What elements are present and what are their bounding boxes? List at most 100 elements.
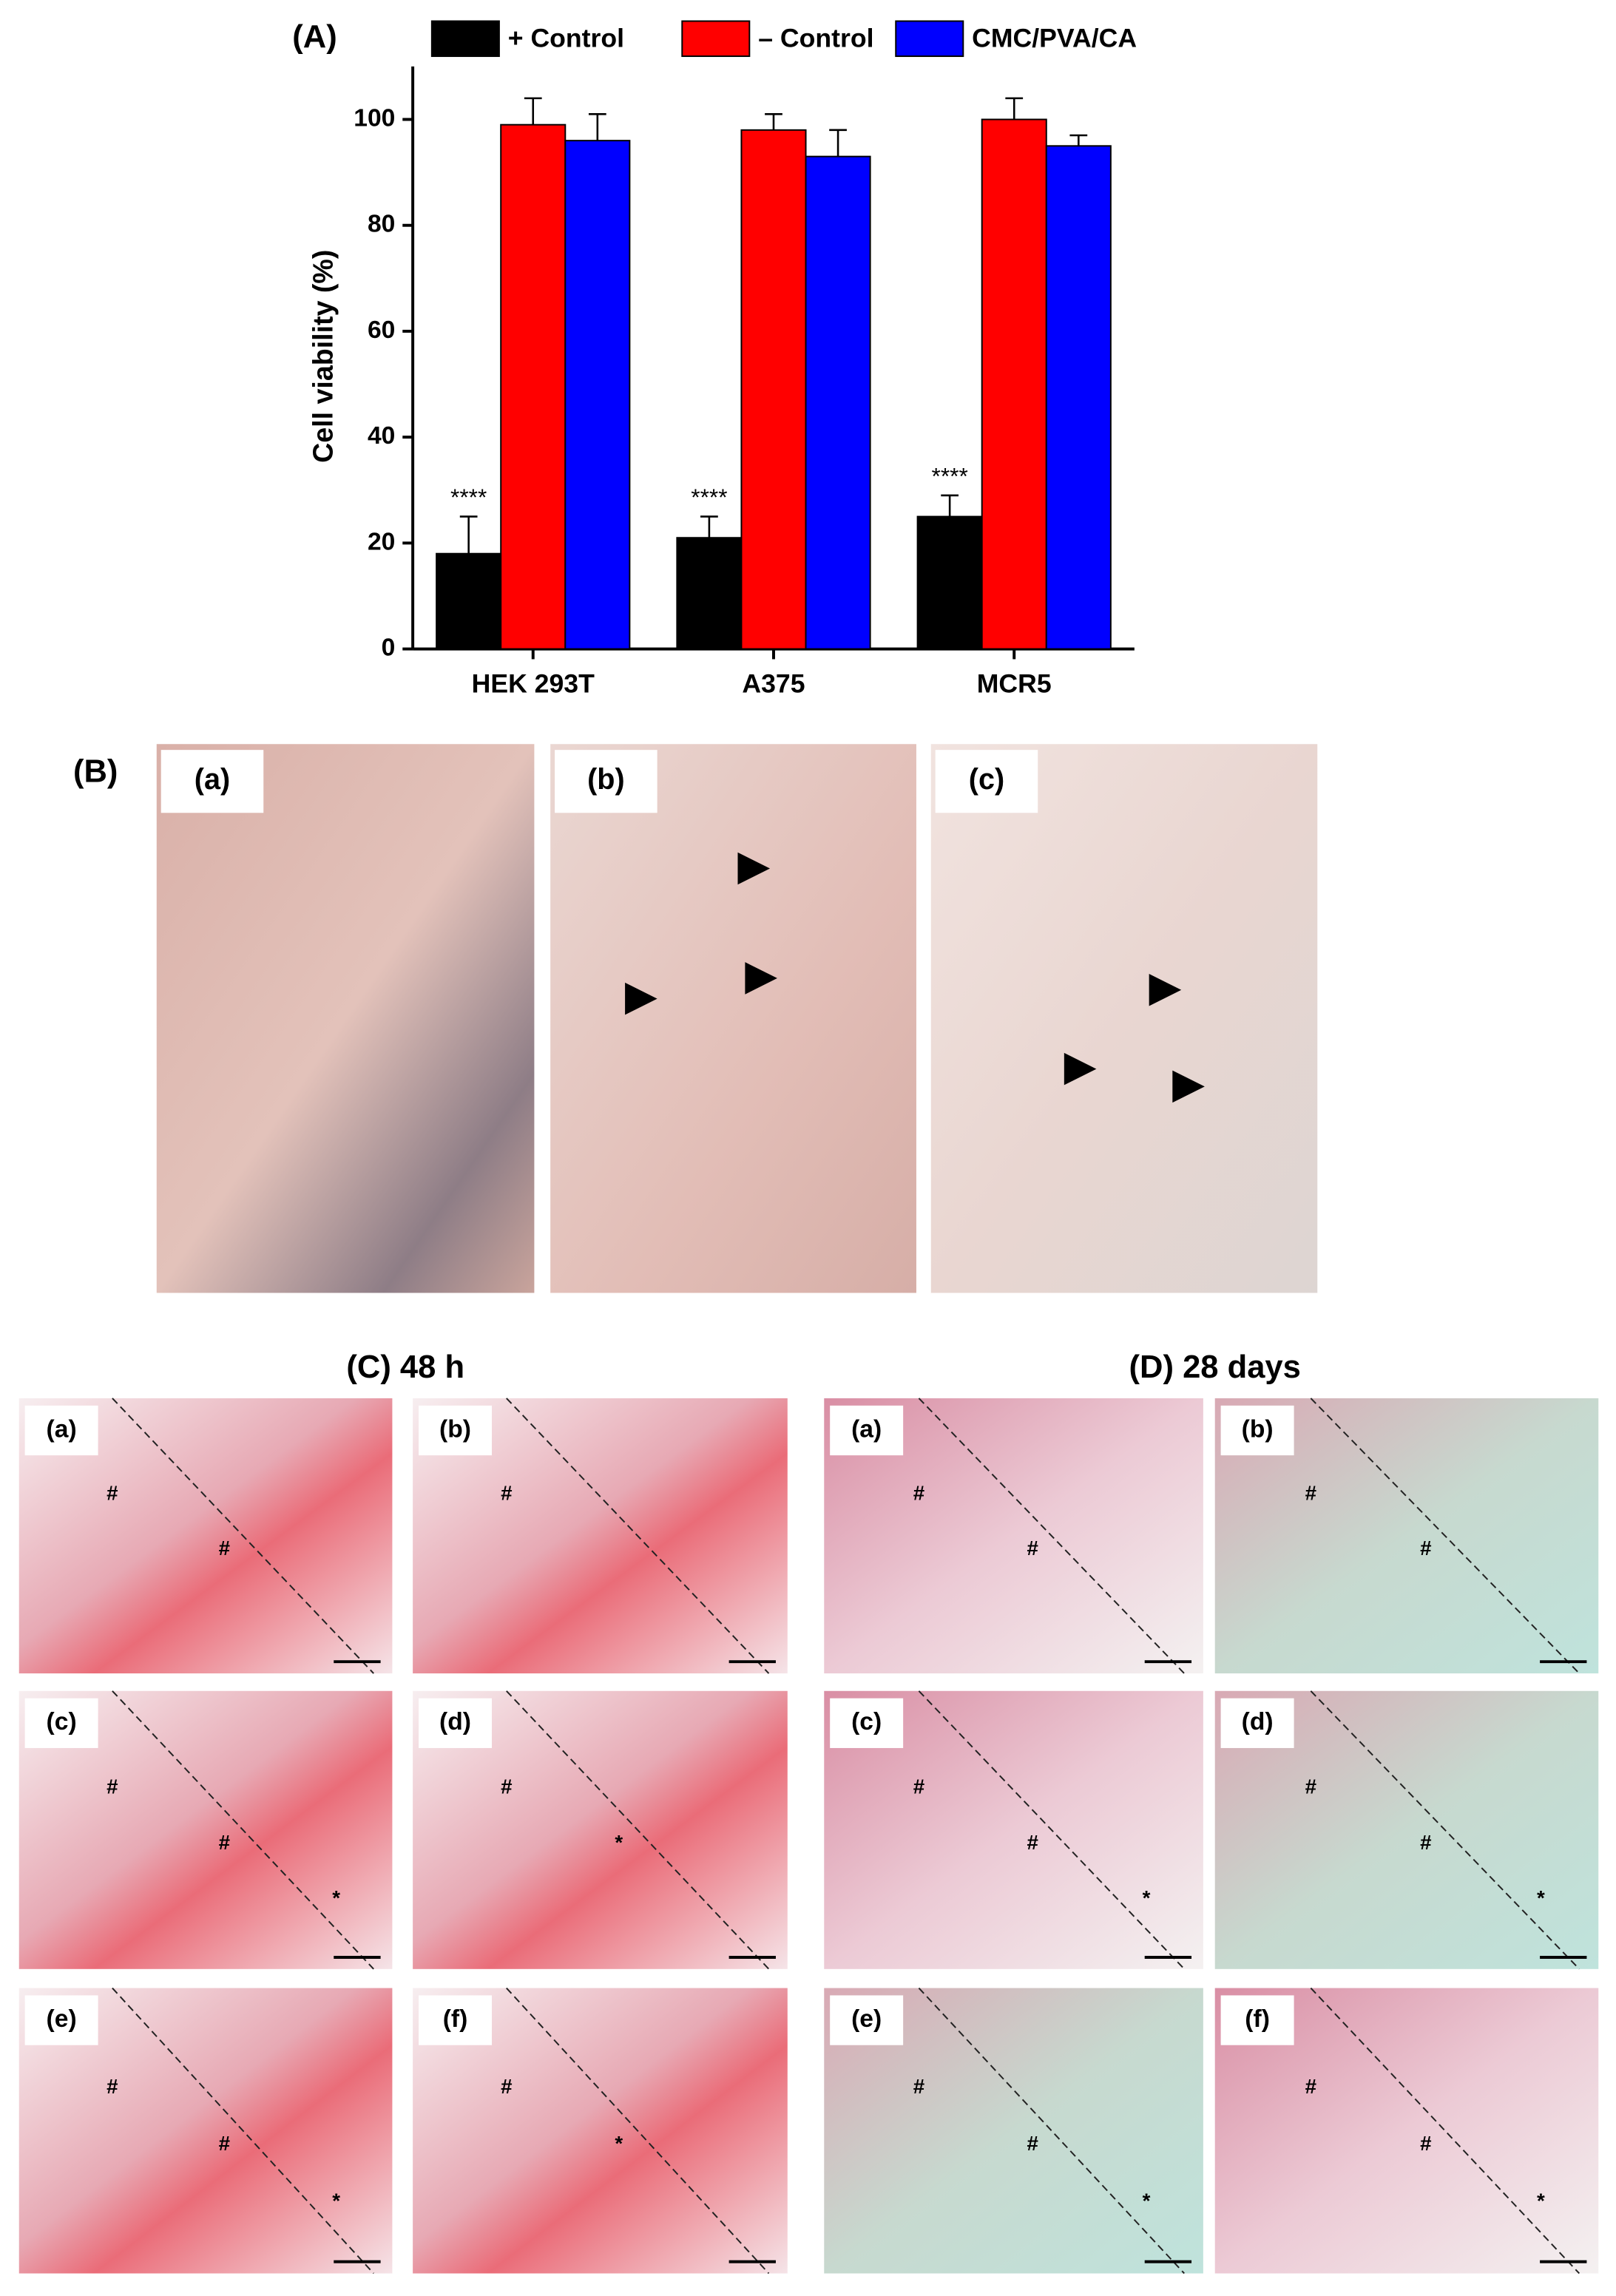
y-tick-label: 0 [382, 634, 396, 661]
label-box [935, 750, 1038, 813]
histology-symbol: * [1537, 1886, 1545, 1909]
dashed-boundary [112, 1690, 374, 1970]
histology-symbol: # [107, 2075, 118, 2098]
image-label: (b) [587, 763, 625, 796]
label-box [24, 1698, 98, 1748]
image-label: (c) [851, 1708, 882, 1735]
histology-symbol: # [1420, 2132, 1431, 2155]
chart-title: (A) [292, 19, 337, 55]
dashed-boundary [506, 1987, 770, 2275]
x-tick-label: HEK 293T [472, 668, 595, 698]
histology-symbol: * [1537, 2189, 1545, 2212]
label-box [419, 1405, 492, 1456]
histology-symbol: # [1305, 1775, 1316, 1798]
legend-label: CMC/PVA/CA [972, 24, 1137, 53]
legend-label: – Control [758, 24, 873, 53]
image-label: (d) [1242, 1708, 1274, 1735]
dashed-boundary [112, 1398, 374, 1674]
dashed-boundary [1310, 1398, 1580, 1674]
arrowhead [737, 852, 771, 885]
image-label: (c) [969, 763, 1004, 796]
arrowhead [745, 962, 777, 995]
dashed-boundary [506, 1690, 770, 1970]
histology-symbol: # [913, 2075, 924, 2098]
panel-title: (C) 48 h [346, 1350, 464, 1385]
dashed-boundary [918, 1987, 1185, 2275]
legend-swatch [681, 20, 751, 58]
histology-symbol: * [332, 1886, 340, 1909]
histology-symbol: # [1420, 1831, 1431, 1854]
legend-label: + Control [508, 24, 624, 53]
histology-symbol: # [107, 1481, 118, 1504]
bar [916, 515, 983, 650]
y-axis-label: Cell viability (%) [307, 250, 338, 463]
label-box [1220, 1995, 1294, 2045]
dashed-boundary [918, 1398, 1185, 1674]
histology-symbol: # [1027, 2132, 1038, 2155]
image-label: (b) [439, 1415, 471, 1443]
dashed-boundary [1310, 1690, 1580, 1970]
image-label: (a) [47, 1415, 77, 1443]
photo [550, 744, 916, 1293]
label-box [24, 1995, 98, 2045]
panel-title: (B) [73, 754, 118, 789]
label-box [830, 1995, 904, 2045]
label-box [419, 1698, 492, 1748]
photo [156, 744, 535, 1293]
bar [676, 537, 743, 650]
histology-symbol: # [107, 1775, 118, 1798]
image-label: (b) [1242, 1415, 1274, 1443]
histology-symbol: # [913, 1775, 924, 1798]
legend-swatch [430, 20, 500, 58]
label-box [555, 750, 657, 813]
histology-symbol: * [1143, 2189, 1151, 2212]
bar [500, 123, 567, 650]
histology-symbol: # [1027, 1537, 1038, 1560]
histology-symbol: # [913, 1481, 924, 1504]
y-tick-label: 60 [368, 316, 395, 344]
significance-label: **** [450, 484, 487, 510]
histology-symbol: * [615, 2132, 623, 2155]
bar [981, 118, 1047, 650]
y-tick-label: 100 [354, 104, 395, 132]
image-label: (f) [1245, 2005, 1270, 2033]
arrowhead [1064, 1052, 1097, 1086]
bar [805, 155, 871, 650]
panel-title: (D) 28 days [1129, 1350, 1301, 1385]
bar [1045, 145, 1112, 650]
label-box [830, 1405, 904, 1456]
x-tick-label: MCR5 [977, 668, 1052, 698]
label-box [419, 1995, 492, 2045]
significance-label: **** [691, 484, 727, 510]
photo [930, 744, 1318, 1293]
dashed-boundary [112, 1987, 374, 2275]
histology-symbol: # [219, 1537, 230, 1560]
legend-swatch [895, 20, 964, 58]
y-tick-label: 40 [368, 422, 395, 450]
image-label: (e) [47, 2005, 77, 2033]
histology-symbol: * [1143, 1886, 1151, 1909]
histology-symbol: # [501, 2075, 512, 2098]
label-box [24, 1405, 98, 1456]
image-label: (c) [47, 1708, 77, 1735]
histology-symbol: # [1420, 1537, 1431, 1560]
dashed-boundary [918, 1690, 1185, 1970]
bar [564, 140, 631, 650]
label-box [1220, 1405, 1294, 1456]
label-box [1220, 1698, 1294, 1748]
y-tick-label: 80 [368, 211, 395, 238]
histology-symbol: # [501, 1481, 512, 1504]
histology-symbol: * [332, 2189, 340, 2212]
y-tick-label: 20 [368, 528, 395, 555]
image-label: (d) [439, 1708, 471, 1735]
dashed-boundary [506, 1398, 770, 1674]
image-label: (a) [851, 1415, 882, 1443]
image-label: (a) [195, 763, 230, 796]
x-tick-label: A375 [742, 668, 805, 698]
arrowhead [625, 982, 657, 1015]
significance-label: **** [932, 463, 968, 490]
label-box [160, 750, 264, 813]
label-box [830, 1698, 904, 1748]
histology-symbol: # [1027, 1831, 1038, 1854]
